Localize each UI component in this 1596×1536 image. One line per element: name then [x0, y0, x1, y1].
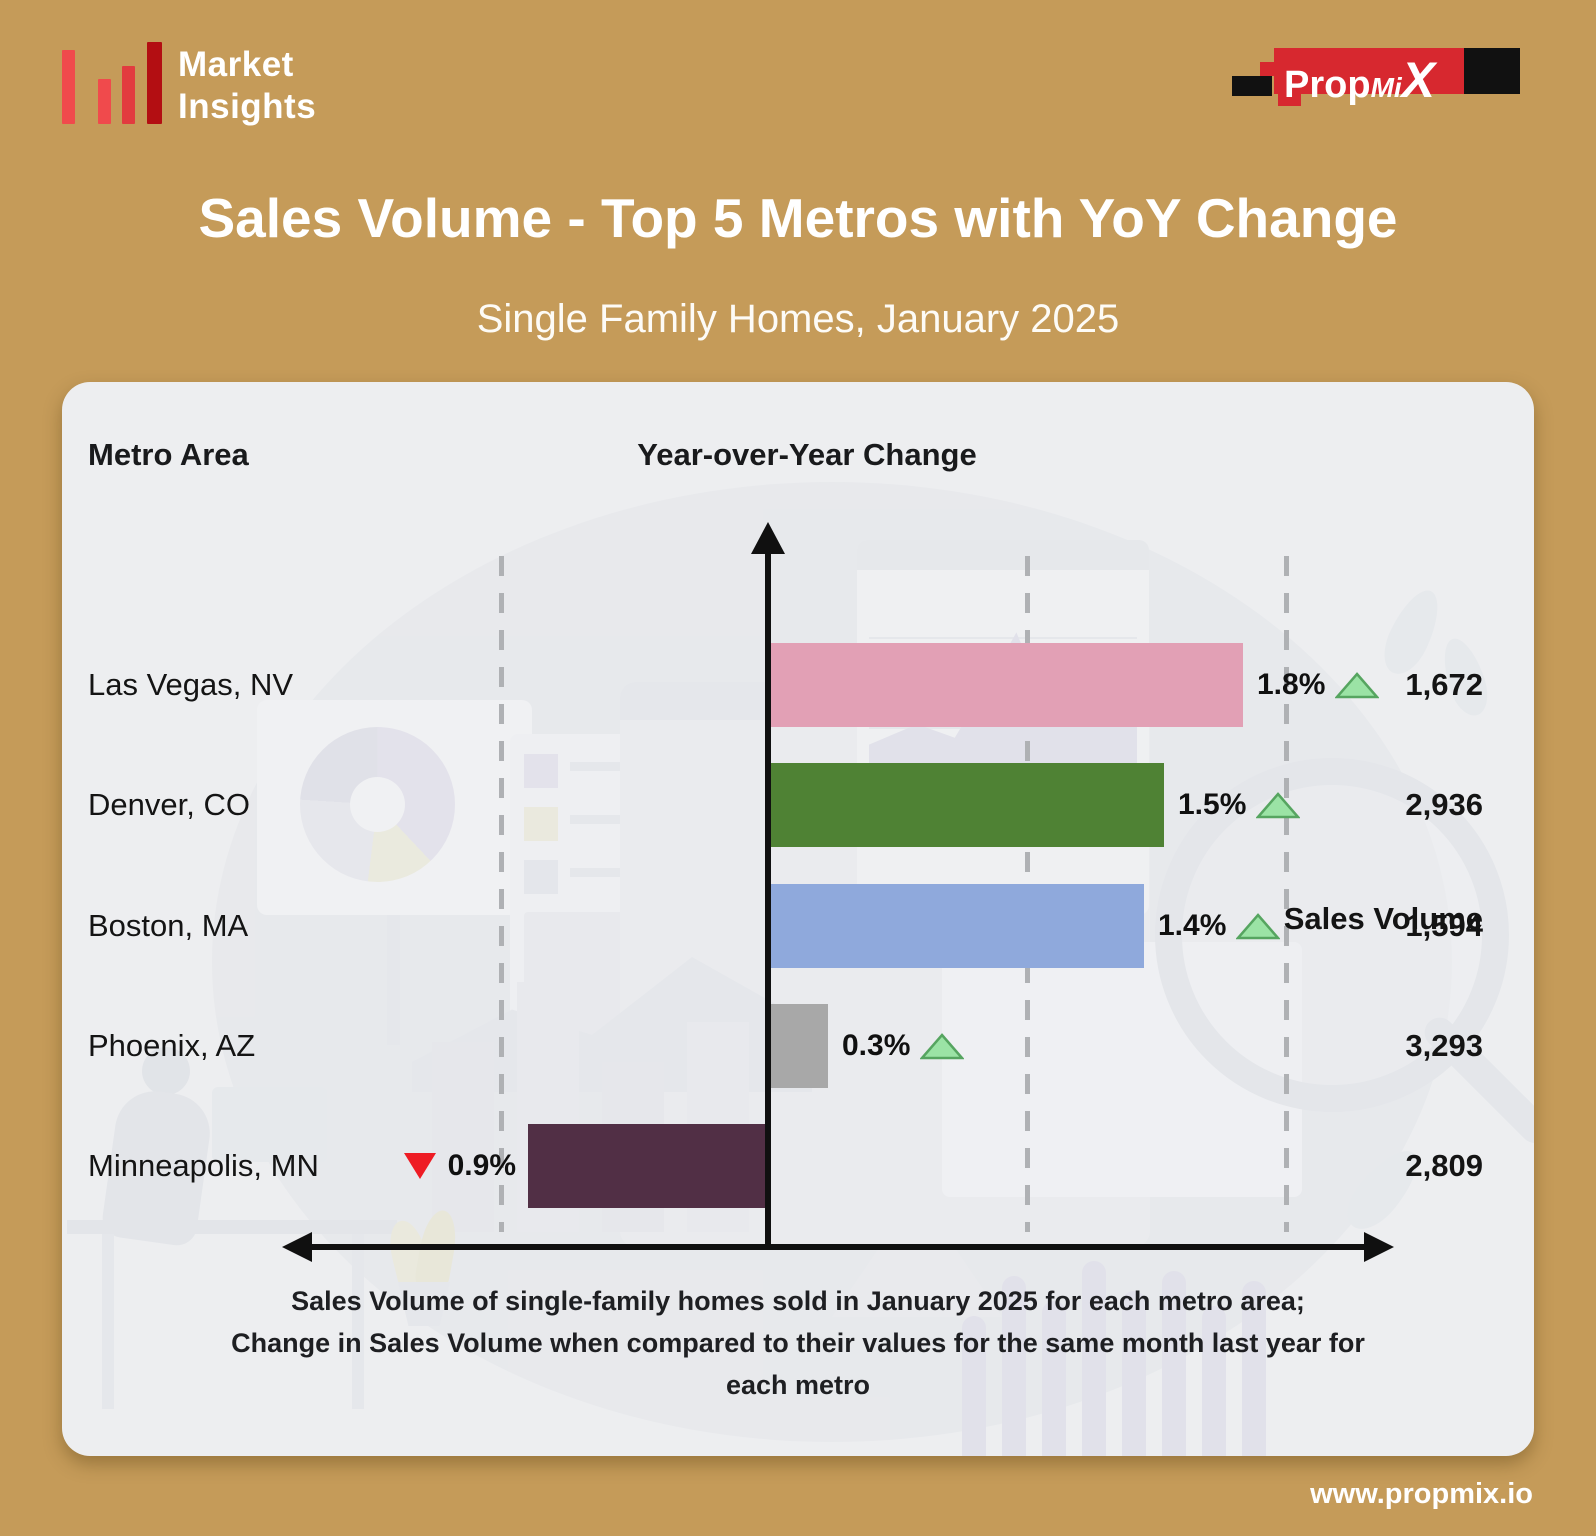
horizontal-axis	[304, 1244, 1372, 1250]
sales-volume-value: 2,936	[1405, 787, 1483, 822]
metro-row-minneapolis: Minneapolis, MN 0.9% 2,809	[62, 1124, 1534, 1208]
yoy-percent: 1.4%	[1158, 909, 1227, 942]
increase-triangle-icon	[1236, 913, 1281, 940]
metro-label: Phoenix, AZ	[88, 1028, 256, 1063]
column-header-yoy-change: Year-over-Year Change	[637, 437, 977, 472]
sales-bar	[771, 884, 1144, 968]
propmix-logo-pixel-black	[1232, 76, 1272, 96]
metro-row-las-vegas: Las Vegas, NV 1.8% 1,672	[62, 643, 1534, 727]
yoy-change-value: 1.5%	[1178, 788, 1301, 822]
metro-label: Denver, CO	[88, 787, 250, 822]
sales-volume-value: 3,293	[1405, 1028, 1483, 1063]
website-url: www.propmix.io	[1310, 1478, 1533, 1510]
brand-line2: Insights	[178, 87, 317, 126]
metro-row-denver: Denver, CO 1.5% 2,936	[62, 763, 1534, 847]
chart-card: Metro Area Year-over-Year Change Sales V…	[62, 382, 1534, 1456]
decrease-triangle-icon	[403, 1153, 436, 1179]
sales-volume-value: 2,809	[1405, 1148, 1483, 1183]
yoy-change-value: 0.3%	[842, 1029, 965, 1063]
propmix-logo: PropMiX	[1232, 44, 1532, 108]
sales-bar	[771, 1004, 828, 1088]
yoy-percent: 0.3%	[842, 1029, 911, 1062]
sales-volume-value: 1,672	[1405, 667, 1483, 702]
page-title: Sales Volume - Top 5 Metros with YoY Cha…	[198, 187, 1398, 249]
caption-line-1: Sales Volume of single-family homes sold…	[291, 1286, 1305, 1316]
caption-line-3: each metro	[725, 1370, 871, 1400]
propmix-logo-red-block	[1274, 48, 1464, 94]
metro-row-phoenix: Phoenix, AZ 0.3% 3,293	[62, 1004, 1534, 1088]
market-insights-logo: Market Insights	[62, 42, 482, 134]
metro-label: Minneapolis, MN	[88, 1148, 319, 1183]
yoy-percent: 1.8%	[1257, 668, 1326, 701]
brand-line1: Market	[178, 45, 294, 84]
yoy-change-value: 1.8%	[1257, 668, 1380, 702]
vertical-axis	[765, 550, 771, 1247]
yoy-change-value: 1.4%	[1158, 909, 1281, 943]
yoy-percent: 1.5%	[1178, 788, 1247, 821]
sales-bar	[528, 1124, 765, 1208]
propmix-wordmark: PropMiX	[1284, 52, 1435, 108]
sales-bar	[771, 763, 1164, 847]
chart-caption: Sales Volume of single-family homes sold…	[178, 1280, 1418, 1406]
yoy-change-value: 0.9%	[402, 1149, 516, 1183]
metro-label: Boston, MA	[88, 908, 249, 943]
bar-chart-icon	[62, 42, 164, 124]
brand-name: Market Insights	[178, 44, 316, 128]
propmix-logo-pixel-red-2	[1278, 94, 1301, 106]
metro-label: Las Vegas, NV	[88, 667, 294, 702]
column-header-sales-volume: Sales Volume	[1283, 901, 1483, 936]
increase-triangle-icon	[1256, 792, 1301, 819]
increase-triangle-icon	[920, 1033, 965, 1060]
page-subtitle: Single Family Homes, January 2025	[476, 297, 1120, 341]
horizontal-axis-right-arrow-icon	[1364, 1232, 1394, 1262]
vertical-axis-arrow-icon	[751, 522, 785, 554]
caption-line-2: Change in Sales Volume when compared to …	[231, 1328, 1365, 1358]
horizontal-axis-left-arrow-icon	[282, 1232, 312, 1262]
column-header-metro-area: Metro Area	[88, 437, 249, 472]
yoy-percent: 0.9%	[447, 1149, 516, 1182]
increase-triangle-icon	[1335, 672, 1380, 699]
propmix-logo-black-block	[1464, 48, 1520, 94]
propmix-logo-pixel-red	[1260, 62, 1274, 76]
sales-bar	[771, 643, 1243, 727]
